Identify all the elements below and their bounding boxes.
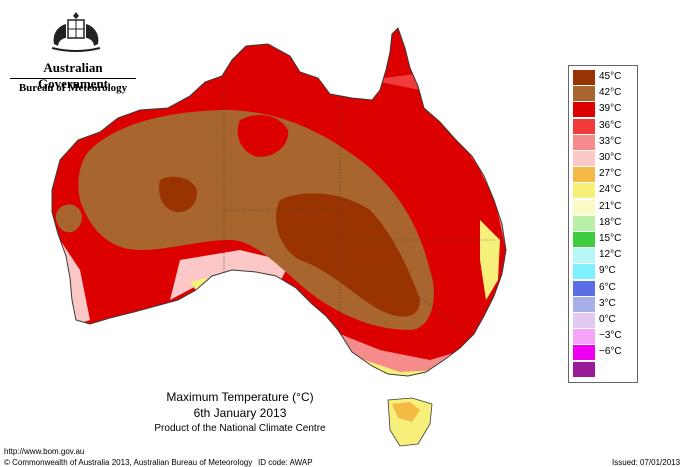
legend-item: 39°C bbox=[573, 102, 635, 118]
legend-swatch bbox=[573, 215, 595, 231]
legend-swatch bbox=[573, 134, 595, 150]
legend-label: 3°C bbox=[599, 297, 616, 309]
zone-39-north-inland bbox=[237, 115, 289, 157]
legend-item bbox=[573, 361, 635, 377]
bom-logo: Australian Government Bureau of Meteorol… bbox=[8, 8, 138, 96]
legend-swatch bbox=[573, 313, 595, 328]
legend-item: 36°C bbox=[573, 118, 635, 134]
bureau-title: Bureau of Meteorology bbox=[18, 82, 128, 94]
legend-label: 36°C bbox=[599, 119, 622, 131]
legend-swatch bbox=[573, 232, 595, 247]
legend-item: 33°C bbox=[573, 134, 635, 150]
legend-swatch bbox=[573, 167, 595, 183]
legend-label: 12°C bbox=[599, 249, 622, 261]
map-title: Maximum Temperature (°C) bbox=[166, 390, 314, 404]
zone-45-west bbox=[158, 176, 197, 213]
map-product: Product of the National Climate Centre bbox=[154, 423, 326, 434]
legend-item: 0°C bbox=[573, 313, 635, 328]
legend-label: 39°C bbox=[599, 103, 622, 115]
legend-item: 21°C bbox=[573, 199, 635, 215]
legend-label: 18°C bbox=[599, 216, 622, 228]
legend-item: 15°C bbox=[573, 232, 635, 247]
legend-swatch bbox=[573, 280, 595, 296]
legend-swatch bbox=[573, 70, 595, 85]
legend-item: 45°C bbox=[573, 70, 635, 85]
bom-url[interactable]: http://www.bom.gov.au bbox=[4, 447, 85, 456]
legend-label: 30°C bbox=[599, 152, 622, 163]
legend-label: −3°C bbox=[599, 330, 622, 342]
legend-swatch bbox=[573, 296, 595, 312]
legend-swatch bbox=[573, 86, 595, 102]
legend-label: 6°C bbox=[599, 281, 616, 293]
legend-item: 18°C bbox=[573, 215, 635, 231]
legend-item: −3°C bbox=[573, 329, 635, 345]
zone-42-coast bbox=[55, 204, 82, 233]
zone-24-southeast bbox=[350, 355, 440, 376]
temperature-legend: 45°C 42°C 39°C 36°C 33°C 30°C 27°C 24°C 21°C 18°C… bbox=[568, 65, 638, 383]
legend-swatch bbox=[573, 329, 595, 345]
legend-swatch bbox=[573, 264, 595, 280]
legend-item: 30°C bbox=[573, 151, 635, 166]
legend-label: 21°C bbox=[599, 200, 622, 212]
legend-item: 24°C bbox=[573, 183, 635, 199]
state-borders bbox=[223, 76, 496, 337]
legend-label: 9°C bbox=[599, 265, 616, 277]
id-code: ID code: AWAP bbox=[258, 458, 313, 467]
copyright: © Commonwealth of Australia 2013, Austra… bbox=[4, 458, 253, 467]
legend-swatch bbox=[573, 151, 595, 166]
zone-45-central bbox=[276, 193, 420, 317]
map-date: 6th January 2013 bbox=[193, 406, 287, 420]
nsw-vic-border bbox=[409, 289, 471, 337]
tasmania bbox=[387, 397, 433, 447]
legend-swatch bbox=[573, 345, 595, 361]
legend-label: 24°C bbox=[599, 184, 622, 196]
legend-label: 0°C bbox=[599, 314, 616, 325]
legend-item: 27°C bbox=[573, 167, 635, 183]
legend-swatch bbox=[573, 183, 595, 199]
legend-label: −6°C bbox=[599, 346, 622, 358]
legend-item: 6°C bbox=[573, 280, 635, 296]
legend-label: 33°C bbox=[599, 135, 622, 147]
legend-item: 3°C bbox=[573, 296, 635, 312]
legend-item: 42°C bbox=[573, 86, 635, 102]
legend-label: 27°C bbox=[599, 168, 622, 180]
legend-item: 12°C bbox=[573, 248, 635, 264]
logo-divider bbox=[10, 78, 136, 79]
issued-date: Issued: 07/01/2013 bbox=[612, 458, 680, 467]
legend-swatch bbox=[573, 361, 595, 377]
legend-swatch bbox=[573, 102, 595, 118]
legend-swatch bbox=[573, 248, 595, 264]
legend-label: 45°C bbox=[599, 71, 622, 82]
legend-label: 15°C bbox=[599, 233, 622, 244]
tasmania-zone-27 bbox=[392, 402, 420, 422]
coat-of-arms-icon bbox=[51, 12, 101, 52]
legend-item: −6°C bbox=[573, 345, 635, 361]
legend-swatch bbox=[573, 118, 595, 134]
government-title: Australian Government bbox=[37, 60, 109, 91]
legend-label: 42°C bbox=[599, 87, 622, 99]
australia-outline bbox=[51, 27, 507, 377]
legend-item: 9°C bbox=[573, 264, 635, 280]
temperature-map bbox=[51, 27, 507, 447]
legend-swatch bbox=[573, 199, 595, 215]
